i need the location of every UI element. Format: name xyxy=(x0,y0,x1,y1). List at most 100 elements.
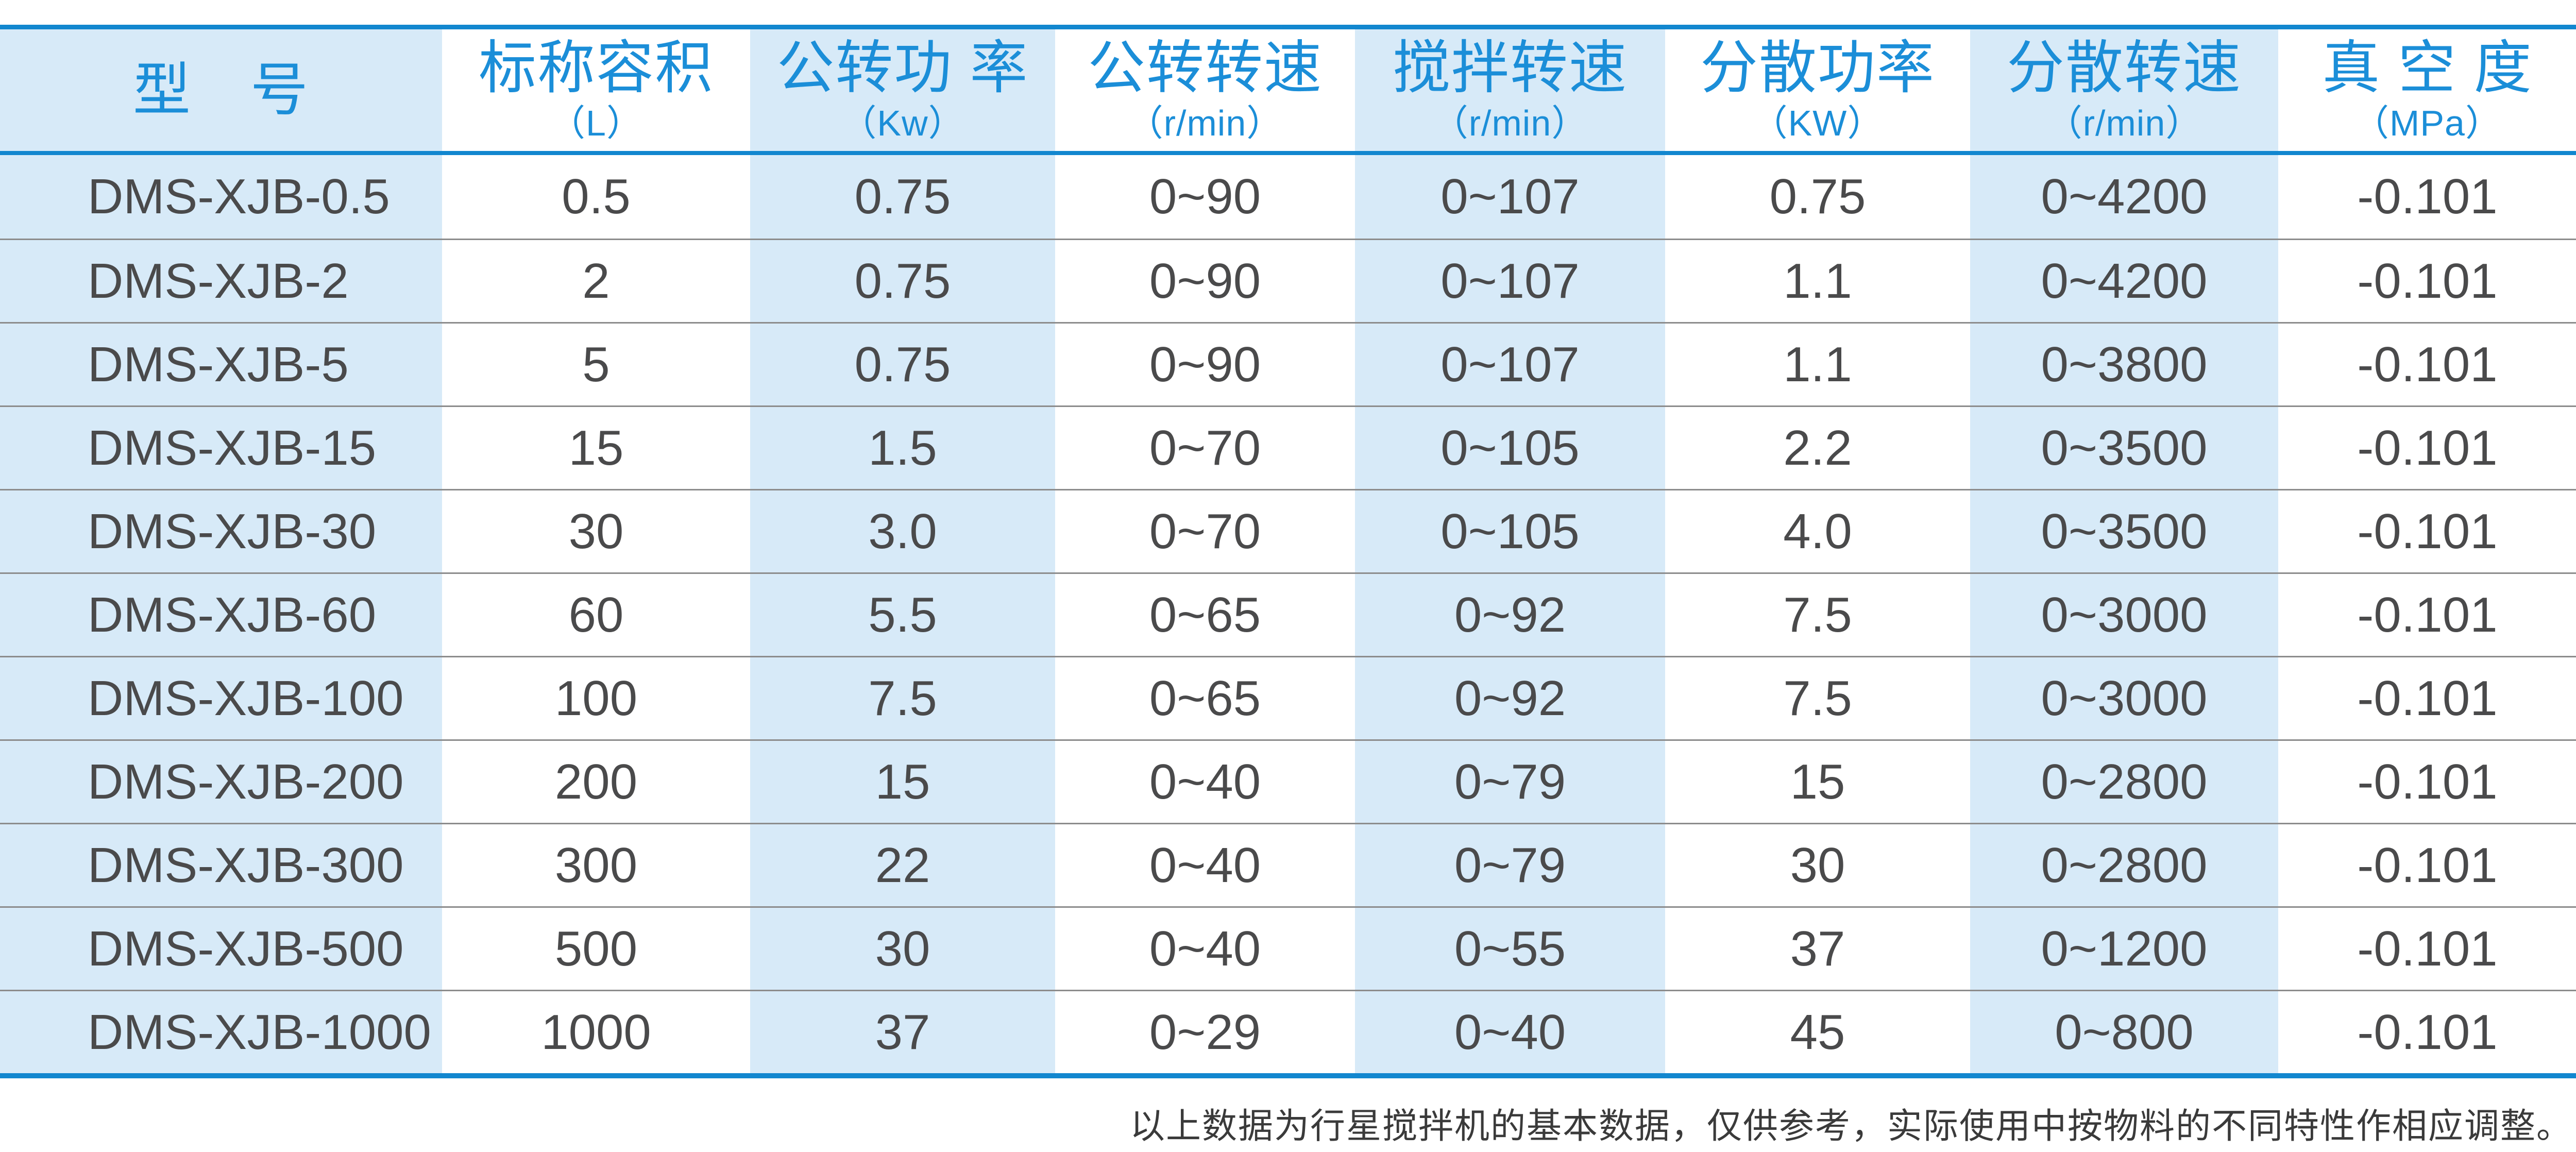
model-cell: DMS-XJB-1000 xyxy=(0,991,442,1073)
dispersing-power-cell: 15 xyxy=(1665,741,1970,823)
dispersing-power-cell: 37 xyxy=(1665,908,1970,990)
dispersing-power-cell: 30 xyxy=(1665,824,1970,906)
volume-cell: 100 xyxy=(442,657,750,739)
revolution-speed-cell: 0~40 xyxy=(1055,908,1355,990)
header-cell-model: 型 号 xyxy=(0,29,442,151)
model-cell: DMS-XJB-500 xyxy=(0,908,442,990)
dispersing-speed-cell: 0~4200 xyxy=(1970,240,2278,322)
header-label: 公转转速 xyxy=(1088,36,1323,100)
revolution-speed-cell: 0~65 xyxy=(1055,657,1355,739)
volume-cell: 500 xyxy=(442,908,750,990)
vacuum-cell: -0.101 xyxy=(2278,155,2576,239)
header-label: 公转功 率 xyxy=(776,36,1029,100)
header-unit: （Kw） xyxy=(840,103,965,143)
header-label: 搅拌转速 xyxy=(1393,36,1628,100)
volume-cell: 15 xyxy=(442,407,750,489)
revolution-speed-cell: 0~90 xyxy=(1055,155,1355,239)
revolution-speed-cell: 0~40 xyxy=(1055,741,1355,823)
table-row: DMS-XJB-200 200 15 0~40 0~79 15 0~2800 -… xyxy=(0,739,2576,823)
revolution-speed-cell: 0~70 xyxy=(1055,407,1355,489)
model-cell: DMS-XJB-100 xyxy=(0,657,442,739)
header-cell-vacuum: 真 空 度 （MPa） xyxy=(2278,29,2576,151)
vacuum-cell: -0.101 xyxy=(2278,824,2576,906)
revolution-power-cell: 0.75 xyxy=(750,240,1055,322)
model-cell: DMS-XJB-200 xyxy=(0,741,442,823)
dispersing-speed-cell: 0~1200 xyxy=(1970,908,2278,990)
header-label: 标称容积 xyxy=(479,36,714,100)
table-row: DMS-XJB-1000 1000 37 0~29 0~40 45 0~800 … xyxy=(0,990,2576,1073)
vacuum-cell: -0.101 xyxy=(2278,324,2576,405)
table-row: DMS-XJB-5 5 0.75 0~90 0~107 1.1 0~3800 -… xyxy=(0,322,2576,405)
table-header-row: 型 号 标称容积 （L） 公转功 率 （Kw） 公转转速 （r/min） 搅拌转… xyxy=(0,29,2576,151)
dispersing-speed-cell: 0~3800 xyxy=(1970,324,2278,405)
dispersing-speed-cell: 0~3500 xyxy=(1970,407,2278,489)
dispersing-power-cell: 2.2 xyxy=(1665,407,1970,489)
vacuum-cell: -0.101 xyxy=(2278,657,2576,739)
header-cell-dispersing-speed: 分散转速 （r/min） xyxy=(1970,29,2278,151)
stirring-speed-cell: 0~40 xyxy=(1355,991,1665,1073)
dispersing-speed-cell: 0~3500 xyxy=(1970,490,2278,572)
header-label: 分散转速 xyxy=(2007,36,2242,100)
header-cell-dispersing-power: 分散功率 （KW） xyxy=(1665,29,1970,151)
header-cell-revolution-power: 公转功 率 （Kw） xyxy=(750,29,1055,151)
volume-cell: 300 xyxy=(442,824,750,906)
stirring-speed-cell: 0~107 xyxy=(1355,240,1665,322)
footer-note: 以上数据为行星搅拌机的基本数据，仅供参考，实际使用中按物料的不同特性作相应调整。 xyxy=(1129,1106,2572,1147)
stirring-speed-cell: 0~55 xyxy=(1355,908,1665,990)
dispersing-power-cell: 0.75 xyxy=(1665,155,1970,239)
header-label: 分散功率 xyxy=(1700,36,1935,100)
header-unit: （MPa） xyxy=(2353,103,2502,143)
dispersing-power-cell: 1.1 xyxy=(1665,324,1970,405)
vacuum-cell: -0.101 xyxy=(2278,908,2576,990)
revolution-power-cell: 0.75 xyxy=(750,155,1055,239)
header-divider xyxy=(0,151,2576,155)
model-cell: DMS-XJB-5 xyxy=(0,324,442,405)
stirring-speed-cell: 0~107 xyxy=(1355,155,1665,239)
revolution-speed-cell: 0~90 xyxy=(1055,324,1355,405)
revolution-speed-cell: 0~40 xyxy=(1055,824,1355,906)
volume-cell: 0.5 xyxy=(442,155,750,239)
header-cell-stirring-speed: 搅拌转速 （r/min） xyxy=(1355,29,1665,151)
vacuum-cell: -0.101 xyxy=(2278,574,2576,656)
revolution-power-cell: 0.75 xyxy=(750,324,1055,405)
dispersing-speed-cell: 0~2800 xyxy=(1970,824,2278,906)
stirring-speed-cell: 0~92 xyxy=(1355,574,1665,656)
volume-cell: 1000 xyxy=(442,991,750,1073)
vacuum-cell: -0.101 xyxy=(2278,240,2576,322)
revolution-speed-cell: 0~29 xyxy=(1055,991,1355,1073)
table-row: DMS-XJB-0.5 0.5 0.75 0~90 0~107 0.75 0~4… xyxy=(0,155,2576,239)
table-row: DMS-XJB-60 60 5.5 0~65 0~92 7.5 0~3000 -… xyxy=(0,572,2576,656)
revolution-speed-cell: 0~65 xyxy=(1055,574,1355,656)
header-unit: （r/min） xyxy=(1432,103,1588,143)
table-bottom-border xyxy=(0,1073,2576,1078)
header-unit: （r/min） xyxy=(1127,103,1283,143)
model-cell: DMS-XJB-2 xyxy=(0,240,442,322)
table-body: DMS-XJB-0.5 0.5 0.75 0~90 0~107 0.75 0~4… xyxy=(0,155,2576,1073)
table-row: DMS-XJB-500 500 30 0~40 0~55 37 0~1200 -… xyxy=(0,906,2576,990)
dispersing-power-cell: 1.1 xyxy=(1665,240,1970,322)
revolution-power-cell: 15 xyxy=(750,741,1055,823)
table-row: DMS-XJB-30 30 3.0 0~70 0~105 4.0 0~3500 … xyxy=(0,489,2576,572)
dispersing-speed-cell: 0~3000 xyxy=(1970,657,2278,739)
table-row: DMS-XJB-2 2 0.75 0~90 0~107 1.1 0~4200 -… xyxy=(0,239,2576,322)
dispersing-power-cell: 4.0 xyxy=(1665,490,1970,572)
table-row: DMS-XJB-300 300 22 0~40 0~79 30 0~2800 -… xyxy=(0,823,2576,906)
dispersing-power-cell: 7.5 xyxy=(1665,574,1970,656)
volume-cell: 5 xyxy=(442,324,750,405)
stirring-speed-cell: 0~79 xyxy=(1355,824,1665,906)
vacuum-cell: -0.101 xyxy=(2278,741,2576,823)
revolution-power-cell: 7.5 xyxy=(750,657,1055,739)
dispersing-power-cell: 7.5 xyxy=(1665,657,1970,739)
header-cell-revolution-speed: 公转转速 （r/min） xyxy=(1055,29,1355,151)
vacuum-cell: -0.101 xyxy=(2278,407,2576,489)
volume-cell: 200 xyxy=(442,741,750,823)
revolution-speed-cell: 0~90 xyxy=(1055,240,1355,322)
model-cell: DMS-XJB-300 xyxy=(0,824,442,906)
header-label: 型 号 xyxy=(133,58,309,122)
revolution-power-cell: 22 xyxy=(750,824,1055,906)
stirring-speed-cell: 0~105 xyxy=(1355,407,1665,489)
stirring-speed-cell: 0~79 xyxy=(1355,741,1665,823)
spec-table: 型 号 标称容积 （L） 公转功 率 （Kw） 公转转速 （r/min） 搅拌转… xyxy=(0,29,2576,1078)
dispersing-speed-cell: 0~4200 xyxy=(1970,155,2278,239)
